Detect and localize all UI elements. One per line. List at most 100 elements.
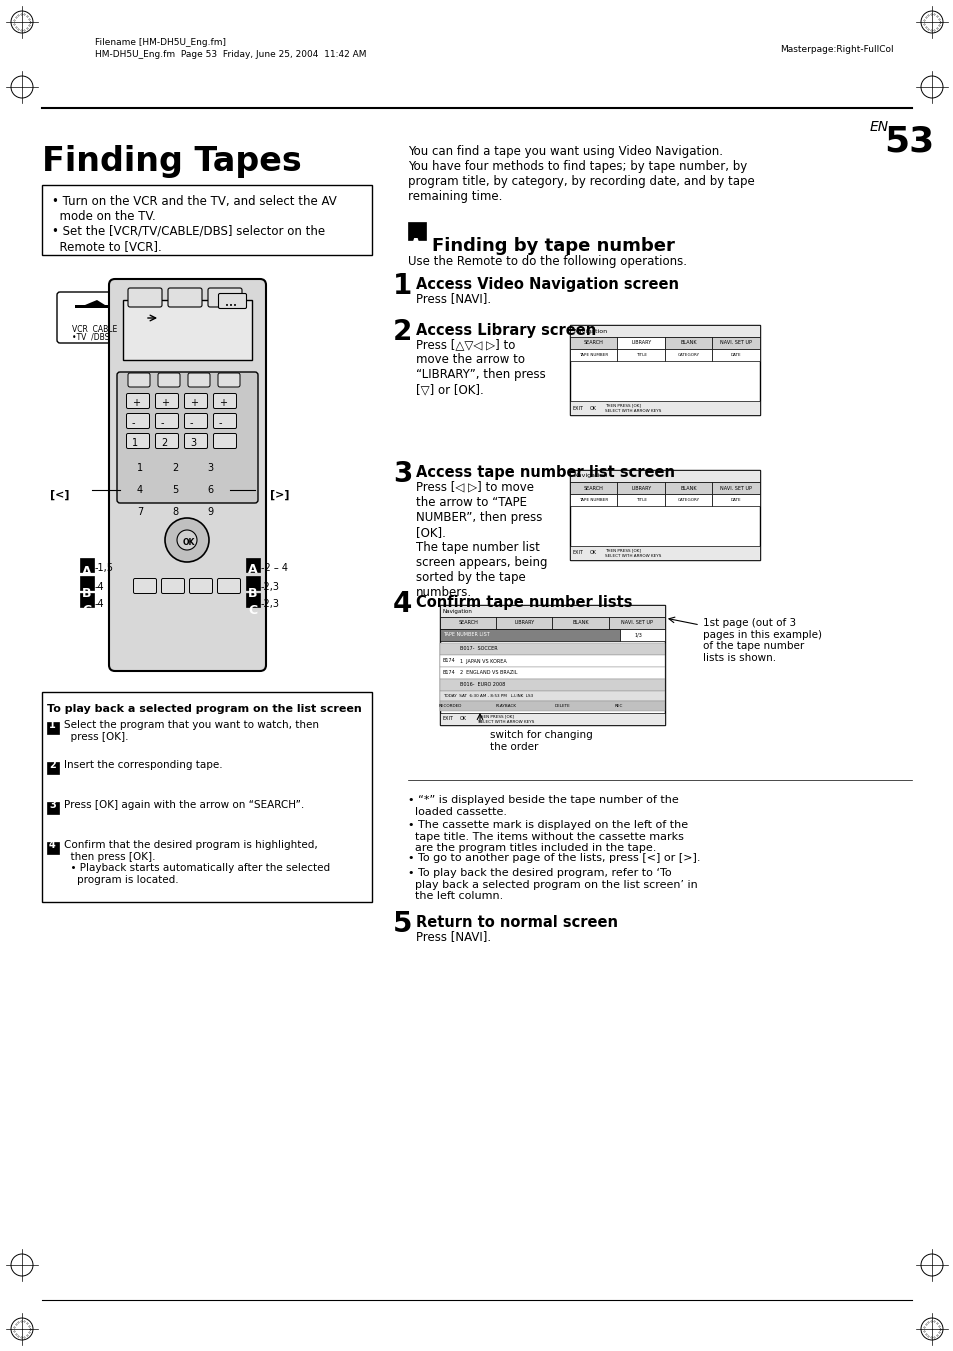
Bar (552, 617, 608, 630)
Text: Confirm tape number lists: Confirm tape number lists (416, 594, 632, 611)
FancyBboxPatch shape (218, 373, 240, 386)
Text: 9: 9 (207, 507, 213, 517)
FancyBboxPatch shape (168, 288, 202, 307)
Bar (664, 349, 712, 361)
Bar (664, 336, 712, 349)
Text: 53: 53 (883, 126, 933, 159)
FancyBboxPatch shape (109, 280, 266, 671)
Text: CATEGORY: CATEGORY (677, 499, 700, 503)
Bar (712, 336, 760, 349)
Text: 1/3: 1/3 (634, 632, 641, 638)
FancyBboxPatch shape (213, 434, 236, 449)
FancyBboxPatch shape (184, 413, 208, 428)
FancyBboxPatch shape (246, 576, 260, 590)
Text: TITLE: TITLE (635, 499, 646, 503)
FancyBboxPatch shape (155, 434, 178, 449)
FancyBboxPatch shape (57, 292, 152, 343)
Text: 8: 8 (172, 507, 178, 517)
Text: SELECT WITH ARROW KEYS: SELECT WITH ARROW KEYS (604, 554, 660, 558)
Text: NAVI. SET UP: NAVI. SET UP (620, 620, 652, 626)
Text: EXIT: EXIT (573, 550, 583, 555)
Text: DATE: DATE (730, 499, 740, 503)
Text: Return to normal screen: Return to normal screen (416, 915, 618, 929)
Bar (439, 655, 664, 667)
Bar (569, 326, 760, 336)
Text: Filename [HM-DH5U_Eng.fm]: Filename [HM-DH5U_Eng.fm] (95, 38, 226, 47)
Text: 7: 7 (137, 507, 143, 517)
Text: NAVI. SET UP: NAVI. SET UP (720, 485, 751, 490)
Text: Access tape number list screen: Access tape number list screen (416, 465, 675, 480)
Text: 2: 2 (172, 463, 178, 473)
Text: To play back a selected program on the list screen: To play back a selected program on the l… (47, 704, 361, 713)
Text: B017-  SOCCER: B017- SOCCER (459, 647, 497, 651)
Text: PLAYBACK: PLAYBACK (496, 704, 517, 708)
Bar (439, 643, 664, 655)
Bar (619, 630, 664, 640)
Bar (617, 494, 664, 507)
Text: A: A (82, 565, 91, 578)
Text: Navigation: Navigation (573, 473, 606, 478)
Bar (617, 349, 664, 361)
Text: B: B (82, 586, 91, 600)
Bar (42, 185, 372, 255)
Text: Finding Tapes: Finding Tapes (42, 145, 301, 178)
FancyBboxPatch shape (80, 576, 94, 590)
Text: Press [◁ ▷] to move
the arrow to “TAPE
NUMBER”, then press
[OK].
The tape number: Press [◁ ▷] to move the arrow to “TAPE N… (416, 481, 547, 598)
Text: A: A (248, 563, 257, 576)
FancyBboxPatch shape (217, 578, 240, 593)
Text: switch for changing
the order: switch for changing the order (490, 730, 592, 751)
Text: A: A (410, 238, 421, 253)
FancyBboxPatch shape (188, 373, 210, 386)
FancyBboxPatch shape (47, 802, 59, 815)
FancyBboxPatch shape (127, 393, 150, 408)
Text: 1  JAPAN VS KOREA: 1 JAPAN VS KOREA (459, 658, 506, 663)
Text: 6: 6 (207, 485, 213, 494)
Bar (42, 692, 372, 902)
Text: SEARCH: SEARCH (583, 340, 603, 346)
Text: 3: 3 (207, 463, 213, 473)
Text: DELETE: DELETE (554, 704, 570, 708)
Text: B: B (248, 586, 257, 600)
Circle shape (165, 517, 209, 562)
FancyBboxPatch shape (184, 393, 208, 408)
Text: C: C (82, 604, 91, 617)
Text: BLANK: BLANK (572, 620, 588, 626)
Bar (617, 336, 664, 349)
Text: 4: 4 (49, 840, 55, 850)
Text: +: + (161, 399, 169, 408)
Text: 3: 3 (49, 800, 55, 811)
Bar (617, 482, 664, 494)
Text: 1: 1 (132, 438, 138, 449)
Text: You can find a tape you want using Video Navigation.
You have four methods to fi: You can find a tape you want using Video… (408, 145, 754, 203)
Text: TAPE NUMBER: TAPE NUMBER (578, 353, 608, 357)
Bar (439, 630, 619, 640)
Text: LIBRARY: LIBRARY (514, 620, 534, 626)
Bar (569, 470, 760, 561)
Text: -: - (219, 417, 222, 428)
Text: TITLE: TITLE (635, 353, 646, 357)
Text: • Turn on the VCR and the TV, and select the AV
  mode on the TV.
• Set the [VCR: • Turn on the VCR and the TV, and select… (52, 195, 336, 253)
Text: THEN PRESS [OK]: THEN PRESS [OK] (604, 549, 640, 553)
Text: LIBRARY: LIBRARY (631, 340, 651, 346)
Text: 1: 1 (393, 272, 412, 300)
Bar (439, 713, 664, 725)
Bar (569, 546, 760, 561)
Text: 4: 4 (137, 485, 143, 494)
Text: 2: 2 (49, 761, 55, 770)
FancyBboxPatch shape (190, 578, 213, 593)
Text: REC: REC (614, 704, 622, 708)
Text: 2: 2 (393, 317, 412, 346)
FancyBboxPatch shape (408, 222, 426, 240)
Text: B174: B174 (442, 658, 456, 663)
FancyBboxPatch shape (117, 372, 257, 503)
Bar (496, 617, 552, 630)
Text: Press [OK] again with the arrow on “SEARCH”.: Press [OK] again with the arrow on “SEAR… (64, 800, 304, 811)
Text: -2,3: -2,3 (261, 598, 280, 609)
Text: TAPE NUMBER: TAPE NUMBER (578, 499, 608, 503)
Text: OK: OK (459, 716, 467, 721)
Bar (712, 494, 760, 507)
FancyBboxPatch shape (127, 434, 150, 449)
Text: •••: ••• (225, 303, 236, 309)
Text: Masterpage:Right-FullCol: Masterpage:Right-FullCol (780, 45, 893, 54)
Text: NAVI. SET UP: NAVI. SET UP (720, 340, 751, 346)
